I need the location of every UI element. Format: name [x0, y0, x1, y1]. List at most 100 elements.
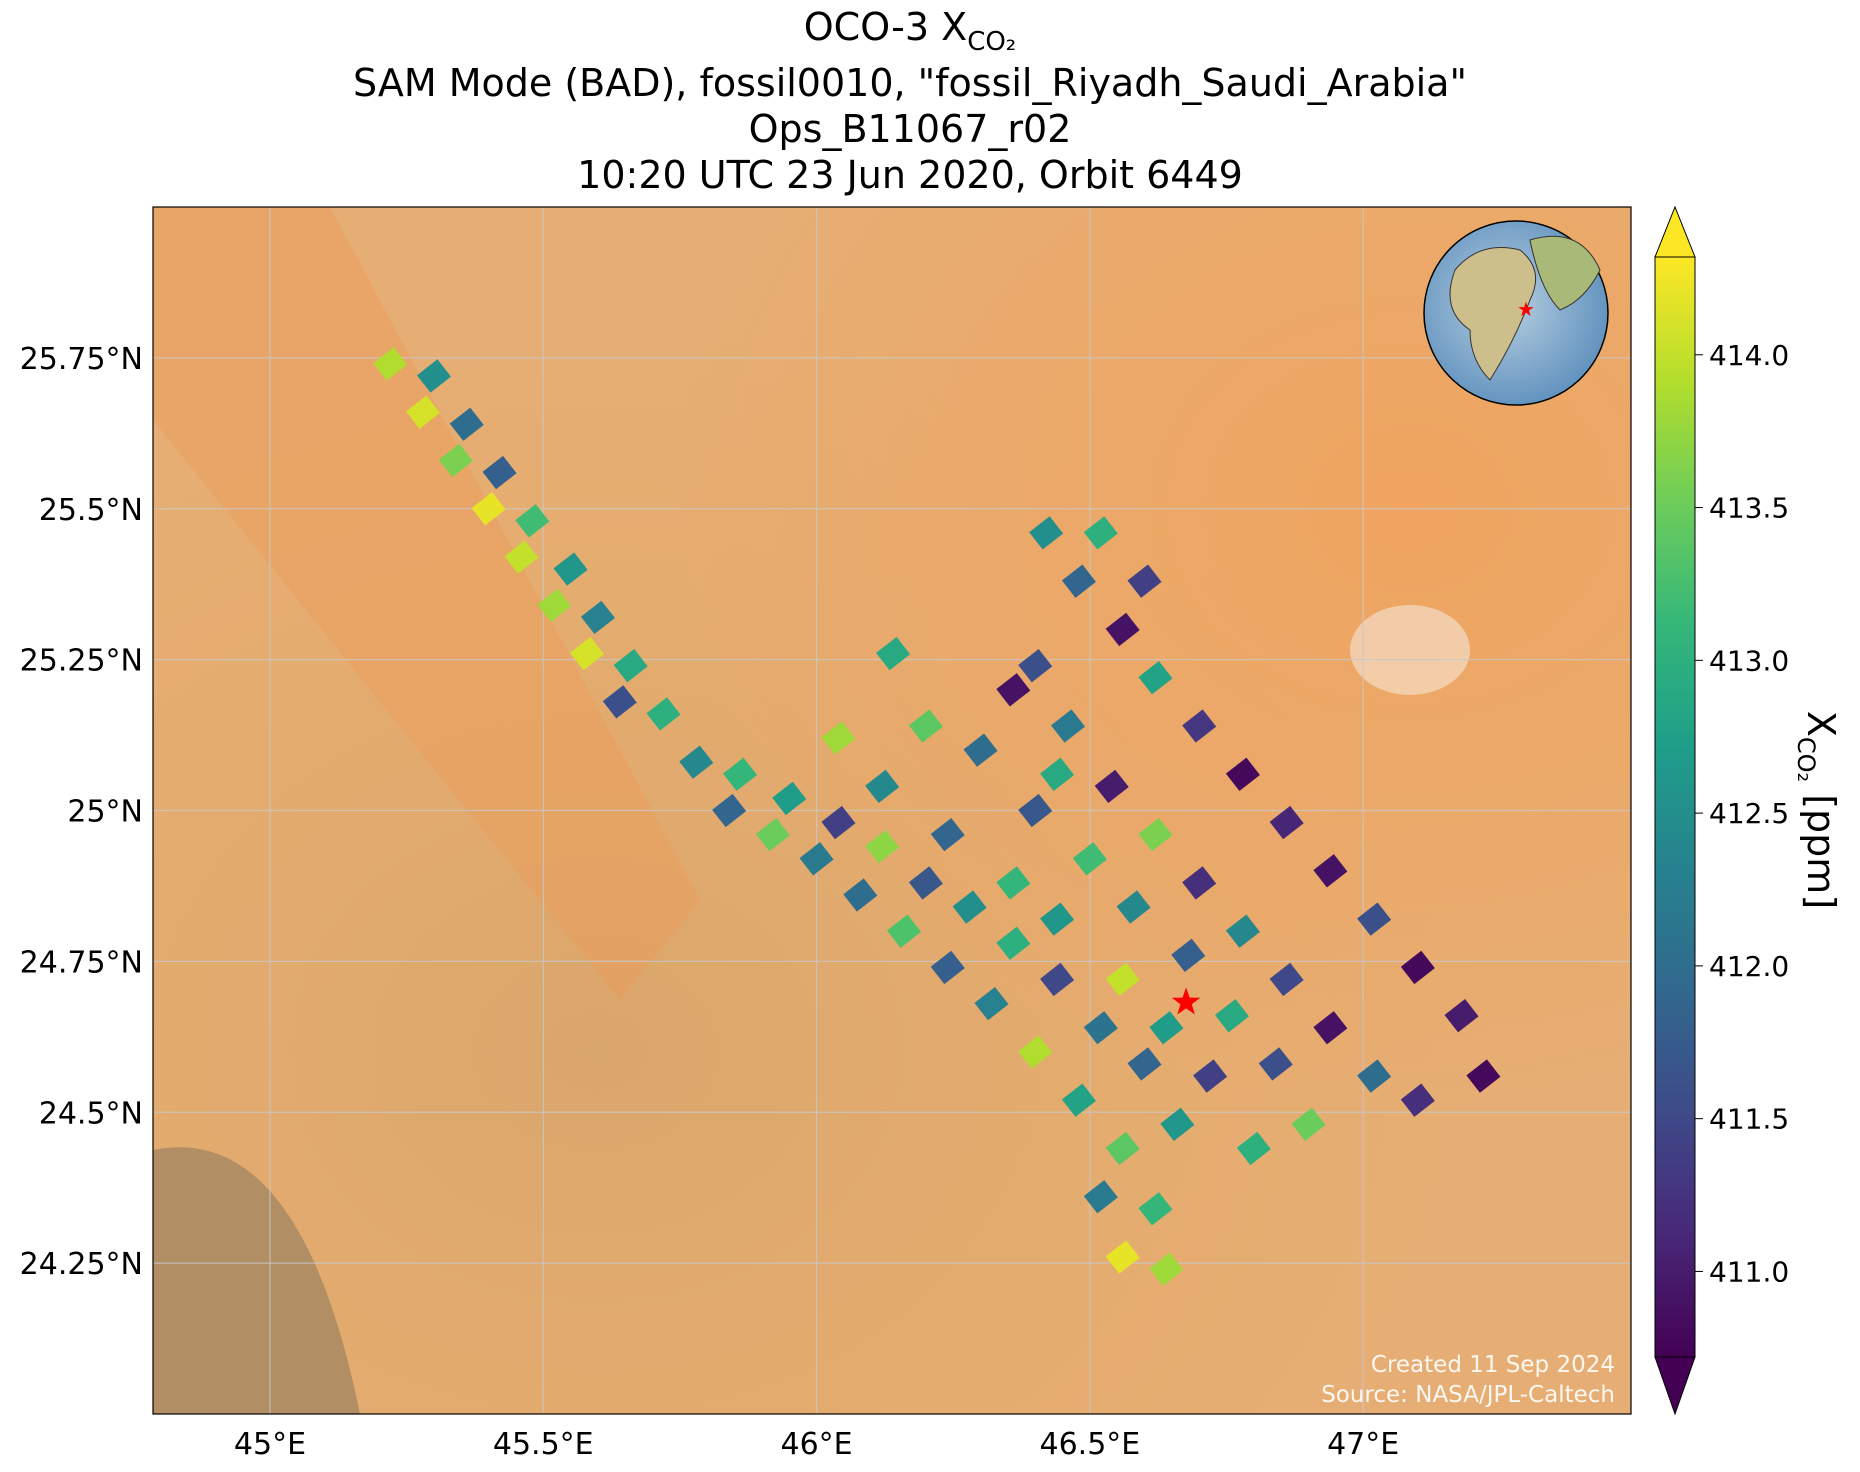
sounding: [1138, 817, 1173, 852]
sounding: [1127, 564, 1162, 598]
colorbar-tick-label: 412.5: [1709, 797, 1789, 830]
colorbar-extend-max: [1654, 205, 1696, 258]
colorbar-label: XCO₂ [ppm]: [1792, 711, 1843, 909]
colorbar-label-subscript: CO₂: [1792, 737, 1820, 782]
sounding: [1291, 1107, 1326, 1141]
y-tick-label: 25.75°N: [20, 342, 143, 377]
sounding: [963, 733, 998, 767]
sounding: [723, 757, 758, 791]
colorbar-frame: [1654, 256, 1696, 1358]
sounding: [1149, 1252, 1184, 1286]
sounding: [930, 817, 965, 852]
sounding: [1182, 709, 1217, 743]
sounding: [1214, 999, 1250, 1033]
credit: Created 11 Sep 2024: [1371, 1352, 1615, 1378]
sounding: [373, 347, 408, 381]
x-tick-label: 46°E: [780, 1427, 852, 1462]
y-tick-label: 24.75°N: [20, 945, 143, 980]
sounding: [1105, 1240, 1140, 1274]
colorbar-tick-label: 414.0: [1709, 339, 1789, 372]
subtitle-line: SAM Mode (BAD), fossil0010, "fossil_Riya…: [353, 61, 1467, 105]
inset-star: ★: [1517, 297, 1535, 321]
colorbar-label-units: [ppm]: [1799, 782, 1843, 909]
sounding: [996, 866, 1031, 900]
y-tick-label: 24.25°N: [20, 1247, 143, 1282]
y-tick-label: 25.25°N: [20, 644, 143, 679]
colorbar-tick-label: 411.5: [1709, 1103, 1789, 1136]
sounding: [1116, 890, 1151, 924]
sounding: [996, 926, 1031, 960]
inset-land: [1449, 247, 1537, 381]
x-tick-label: 45°E: [234, 1427, 306, 1462]
colorbar-label-text: X: [1799, 711, 1843, 737]
sounding: [1269, 805, 1304, 840]
subtitle-line: Ops_B11067_r02: [749, 107, 1072, 151]
y-tick-label: 24.5°N: [39, 1096, 143, 1131]
dune-field: [153, 207, 700, 1000]
sounding: [1138, 661, 1173, 695]
sounding: [887, 914, 922, 948]
escarpment: [153, 1147, 360, 1414]
salt-flat: [1350, 605, 1470, 695]
sounding: [843, 878, 878, 912]
sounding: [1083, 1011, 1118, 1045]
sounding: [1040, 757, 1075, 791]
colorbar-tick-label: 413.5: [1709, 492, 1789, 525]
sounding: [1083, 1180, 1118, 1214]
sounding: [537, 588, 572, 622]
sounding: [1072, 842, 1107, 876]
sounding: [755, 817, 790, 852]
sounding: [1466, 1059, 1501, 1093]
sounding: [1357, 1059, 1392, 1093]
sounding: [1040, 902, 1075, 936]
sounding: [1040, 962, 1075, 997]
subtitle-line: 10:20 UTC 23 Jun 2020, Orbit 6449: [577, 153, 1243, 197]
colorbar-extend-min: [1654, 1356, 1696, 1416]
sounding: [1444, 999, 1479, 1033]
inset-land: [1529, 235, 1601, 311]
sounding: [1061, 1083, 1096, 1117]
sounding: [449, 407, 484, 441]
sounding: [1236, 1131, 1271, 1166]
sounding: [1171, 938, 1206, 973]
sounding: [865, 830, 900, 864]
sounding: [1105, 1131, 1140, 1166]
x-tick-label: 46.5°E: [1039, 1427, 1140, 1462]
sounding: [1105, 962, 1140, 997]
sounding: [996, 673, 1031, 707]
sounding: [1127, 1047, 1162, 1081]
sounding: [1258, 1047, 1293, 1081]
sounding: [569, 636, 605, 671]
colorbar-tick-label: 412.0: [1709, 950, 1789, 983]
sounding: [1083, 516, 1118, 550]
sounding: [908, 866, 943, 900]
map-frame: [152, 206, 1632, 1415]
sounding: [406, 395, 441, 429]
x-tick-label: 45.5°E: [493, 1427, 594, 1462]
y-tick-label: 25.5°N: [39, 493, 143, 528]
sounding: [1313, 854, 1348, 888]
sounding: [1400, 950, 1435, 985]
sounding: [1018, 793, 1053, 828]
sounding: [1269, 962, 1304, 997]
colorbar-tick-label: 413.0: [1709, 644, 1789, 677]
sounding: [1357, 902, 1392, 936]
sounding: [1400, 1083, 1435, 1117]
sounding: [416, 359, 451, 393]
sounding: [974, 986, 1009, 1021]
sounding: [1160, 1107, 1195, 1141]
title-text: OCO-3 X: [804, 5, 967, 49]
sounding: [1050, 709, 1086, 743]
x-tick-label: 47°E: [1327, 1427, 1399, 1462]
sounding: [602, 685, 637, 719]
sounding: [1018, 648, 1053, 683]
sounding: [646, 697, 681, 731]
sounding: [772, 781, 807, 816]
sounding: [1193, 1059, 1228, 1093]
sounding: [553, 552, 588, 586]
sounding: [613, 648, 648, 683]
sounding: [908, 709, 943, 743]
sounding: [1149, 1011, 1184, 1045]
colorbar-tick-label: 411.0: [1709, 1255, 1789, 1288]
sounding: [821, 805, 856, 840]
